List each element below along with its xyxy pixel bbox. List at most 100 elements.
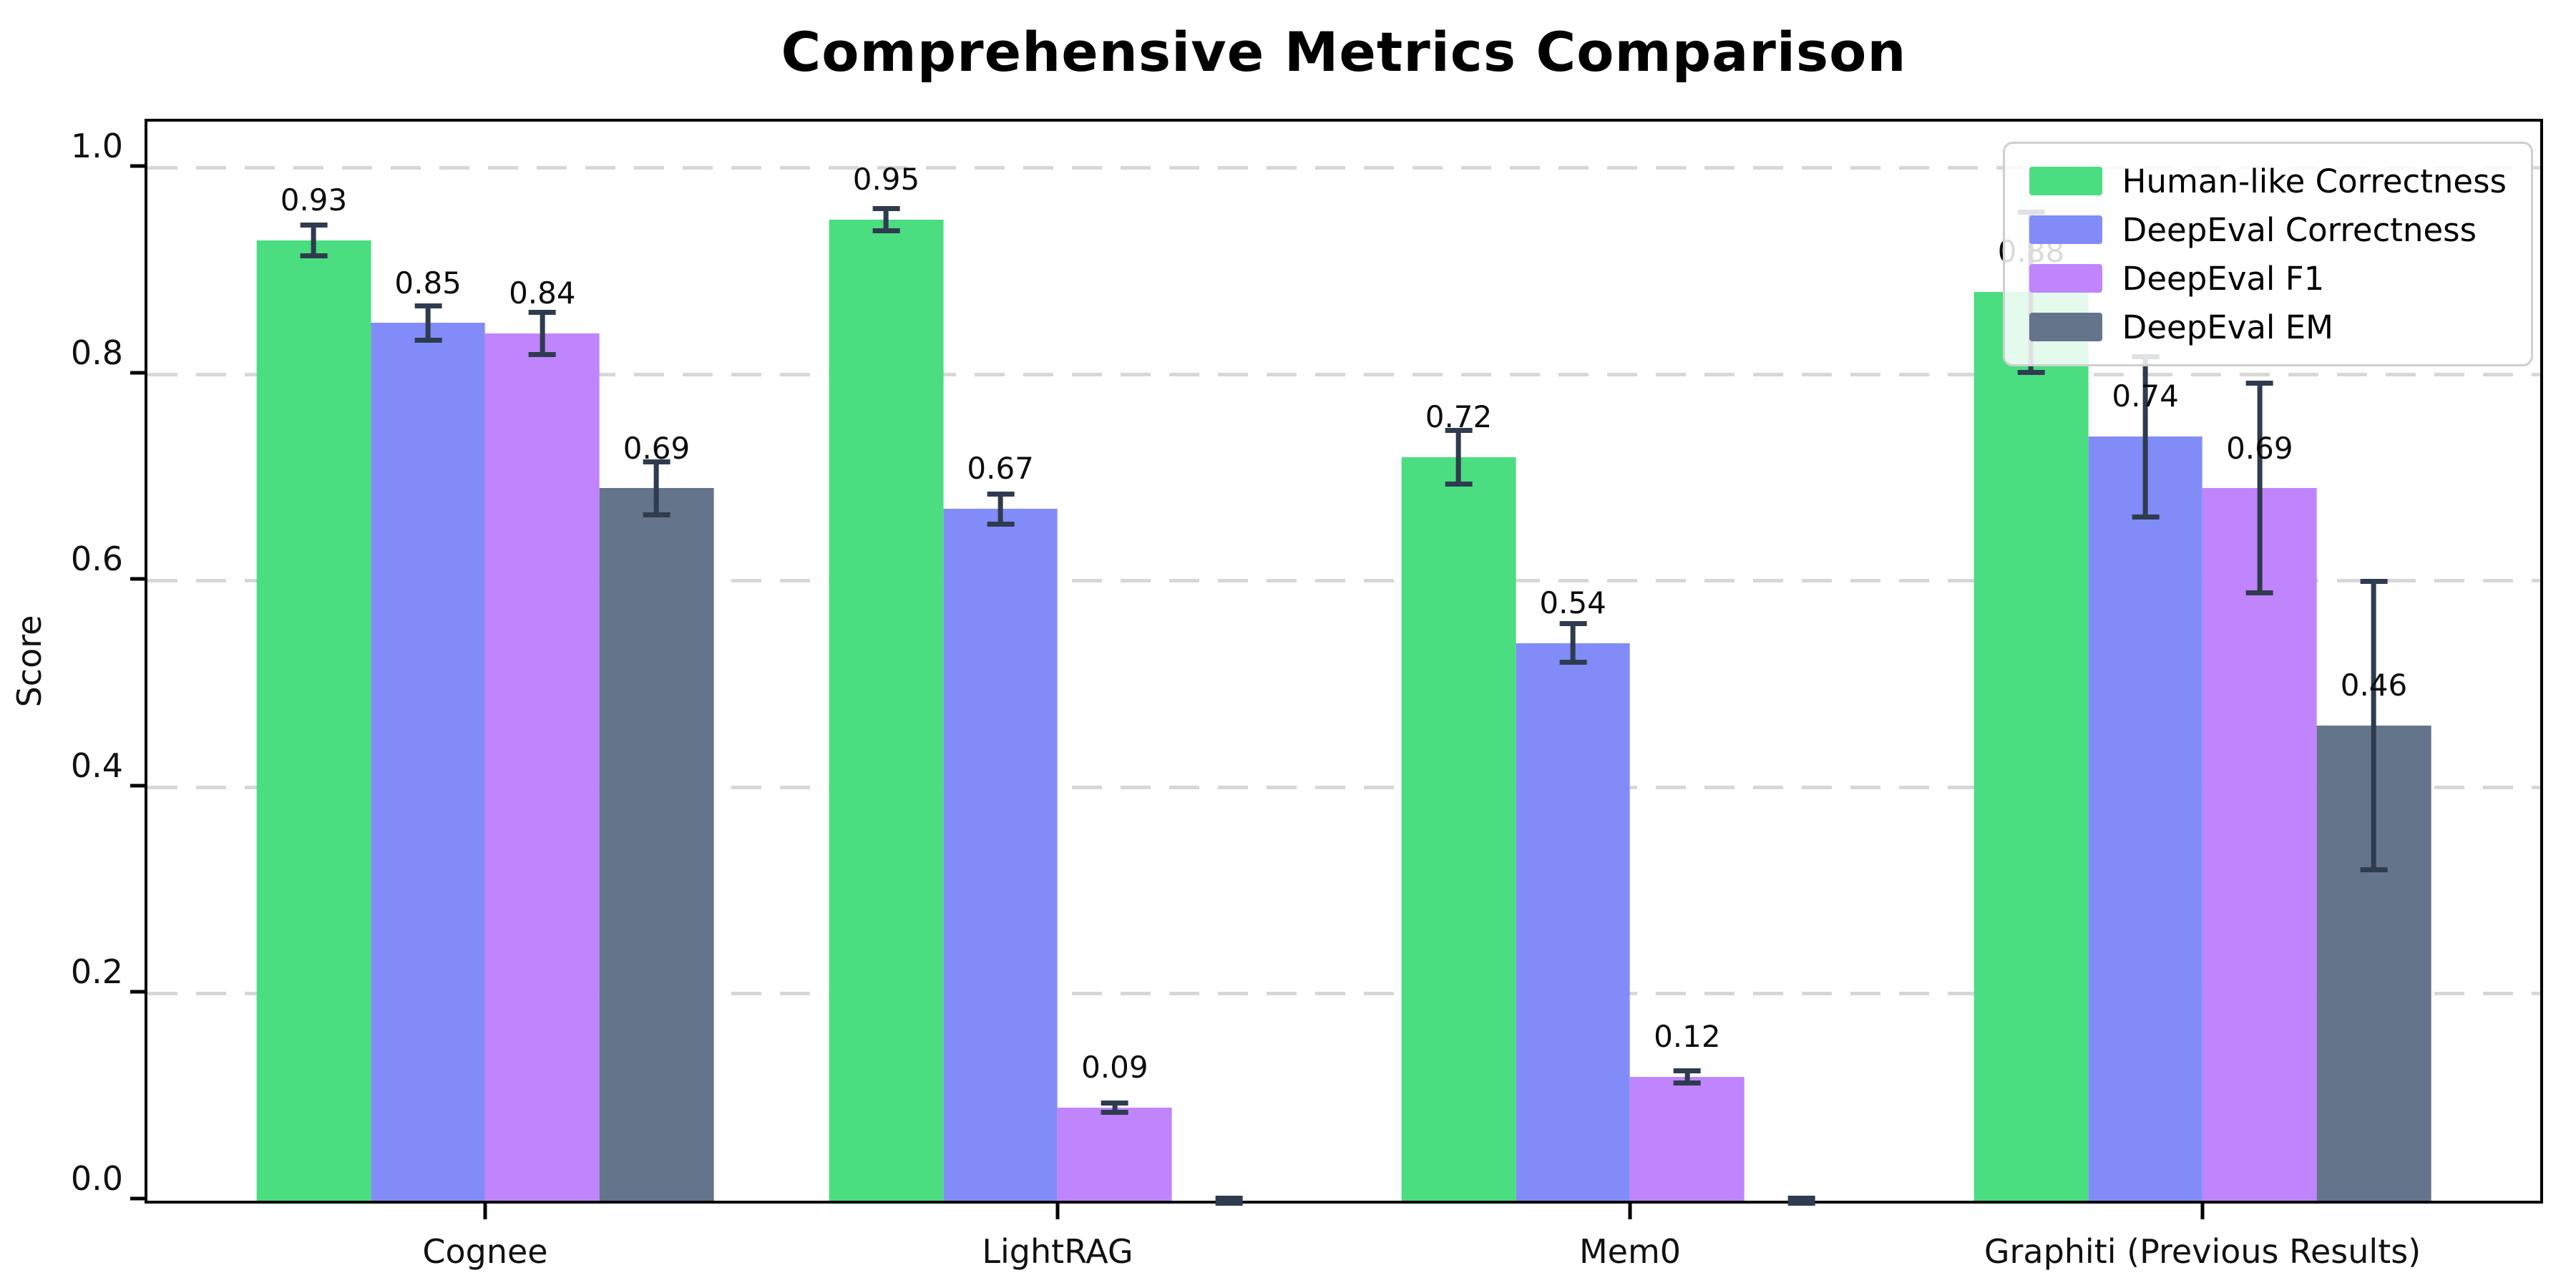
bar-cell: 0.85	[371, 122, 485, 1201]
bar	[1630, 1077, 1745, 1201]
error-bar-cap-bottom	[643, 512, 670, 517]
y-tick-label: 0.4	[71, 746, 123, 785]
legend: Human-like Correctness DeepEval Correctne…	[2003, 142, 2533, 366]
error-bar-cap-top	[987, 492, 1014, 497]
bar	[1974, 292, 2089, 1201]
legend-item: Human-like Correctness	[2029, 161, 2507, 201]
error-bar-line	[654, 462, 659, 515]
error-bar-cap-bottom	[1559, 660, 1586, 665]
x-tick-label: Mem0	[1579, 1232, 1681, 1271]
value-label: 0.69	[2226, 431, 2293, 466]
y-tick-mark	[130, 164, 146, 167]
y-tick-mark	[130, 1197, 146, 1201]
legend-item: DeepEval Correctness	[2029, 210, 2507, 250]
y-tick-label: 0.2	[71, 952, 123, 991]
value-label: 0.72	[1425, 399, 1493, 434]
value-label: 0.93	[280, 182, 348, 218]
chart-title: Comprehensive Metrics Comparison	[145, 20, 2543, 84]
bar	[257, 240, 371, 1201]
error-bar-line	[540, 312, 545, 356]
error-bar-cap-bottom	[1215, 1201, 1242, 1206]
error-bar-line	[2257, 383, 2262, 593]
error-bar-cap-top	[300, 223, 327, 228]
x-tick-mark	[484, 1202, 487, 1219]
legend-swatch	[2029, 313, 2102, 341]
x-tick-mark	[2201, 1202, 2205, 1219]
x-tick-mark	[1629, 1202, 1632, 1219]
y-tick-mark	[130, 371, 146, 374]
bar-cell: 0.84	[485, 122, 600, 1201]
error-bar-cap-top	[1101, 1101, 1128, 1106]
error-bar-cap-top	[1674, 1068, 1701, 1073]
legend-label: DeepEval Correctness	[2122, 211, 2477, 249]
legend-label: DeepEval F1	[2122, 260, 2325, 298]
x-tick-label: LightRAG	[982, 1232, 1133, 1271]
legend-swatch	[2029, 167, 2102, 195]
bar	[485, 333, 600, 1201]
legend-swatch	[2029, 215, 2102, 244]
error-bar-cap-top	[414, 303, 441, 308]
legend-item: DeepEval F1	[2029, 258, 2507, 298]
error-bar-line	[2371, 581, 2376, 870]
error-bar-line	[426, 306, 431, 341]
bar-group: 0.93 0.85 0.84 0.69	[257, 122, 714, 1201]
error-bar-cap-top	[2360, 579, 2387, 584]
bar-cell: 0.69	[600, 122, 714, 1201]
error-bar-cap-bottom	[1787, 1201, 1815, 1206]
y-tick-label: 1.0	[71, 127, 123, 165]
error-bar-line	[1456, 430, 1461, 484]
error-bar-line	[1571, 623, 1576, 663]
error-bar-cap-bottom	[2246, 590, 2273, 595]
error-bar-line	[311, 225, 316, 255]
bar	[943, 509, 1058, 1201]
bar-cell	[1172, 122, 1287, 1201]
value-label: 0.12	[1654, 1019, 1721, 1054]
bar	[1402, 457, 1516, 1201]
error-bar-cap-bottom	[529, 352, 556, 357]
legend-item: DeepEval EM	[2029, 307, 2507, 347]
legend-label: DeepEval EM	[2122, 308, 2333, 346]
error-bar-cap-top	[1787, 1196, 1815, 1201]
bar-cell: 0.54	[1516, 122, 1630, 1201]
error-bar-cap-top	[1559, 621, 1586, 626]
error-bar-cap-bottom	[2132, 514, 2159, 519]
bar-cell: 0.09	[1058, 122, 1172, 1201]
error-bar-cap-bottom	[300, 253, 327, 258]
x-tick-mark	[1056, 1202, 1060, 1219]
bar-cell: 0.67	[943, 122, 1058, 1201]
bar	[2088, 436, 2202, 1201]
bar	[1058, 1108, 1172, 1201]
value-label: 0.85	[394, 265, 462, 301]
value-label: 0.69	[623, 431, 691, 466]
error-bar-cap-bottom	[1674, 1080, 1701, 1085]
error-bar-cap-bottom	[1445, 482, 1472, 487]
error-bar-cap-bottom	[2360, 867, 2387, 872]
error-bar-cap-top	[872, 206, 899, 211]
value-label: 0.95	[853, 162, 920, 197]
bar-cell: 0.93	[257, 122, 371, 1201]
value-label: 0.54	[1539, 585, 1606, 620]
value-label: 0.67	[967, 451, 1034, 486]
error-bar-line	[998, 494, 1003, 525]
error-bar-cap-bottom	[872, 228, 899, 233]
error-bar-cap-bottom	[987, 522, 1014, 527]
bar	[600, 488, 714, 1201]
bar-group: 0.72 0.54 0.12	[1402, 122, 1859, 1201]
x-tick-label: Cognee	[422, 1232, 547, 1271]
y-tick-label: 0.8	[71, 333, 123, 372]
y-tick-label: 0.0	[71, 1159, 123, 1198]
y-tick-mark	[130, 784, 146, 787]
bar	[829, 220, 944, 1201]
bar	[371, 323, 485, 1201]
bar	[1516, 643, 1630, 1201]
value-label: 0.46	[2341, 668, 2408, 703]
value-label: 0.74	[2112, 379, 2179, 414]
bar-cell: 0.12	[1630, 122, 1745, 1201]
plot-area: Human-like Correctness DeepEval Correctne…	[145, 119, 2543, 1204]
value-label: 0.09	[1081, 1050, 1148, 1085]
error-bar-cap-bottom	[2017, 370, 2044, 375]
bar-cell	[1745, 122, 1859, 1201]
error-bar-cap-top	[2246, 381, 2273, 386]
bar-group: 0.95 0.67 0.09	[829, 122, 1287, 1201]
legend-label: Human-like Correctness	[2122, 162, 2507, 200]
